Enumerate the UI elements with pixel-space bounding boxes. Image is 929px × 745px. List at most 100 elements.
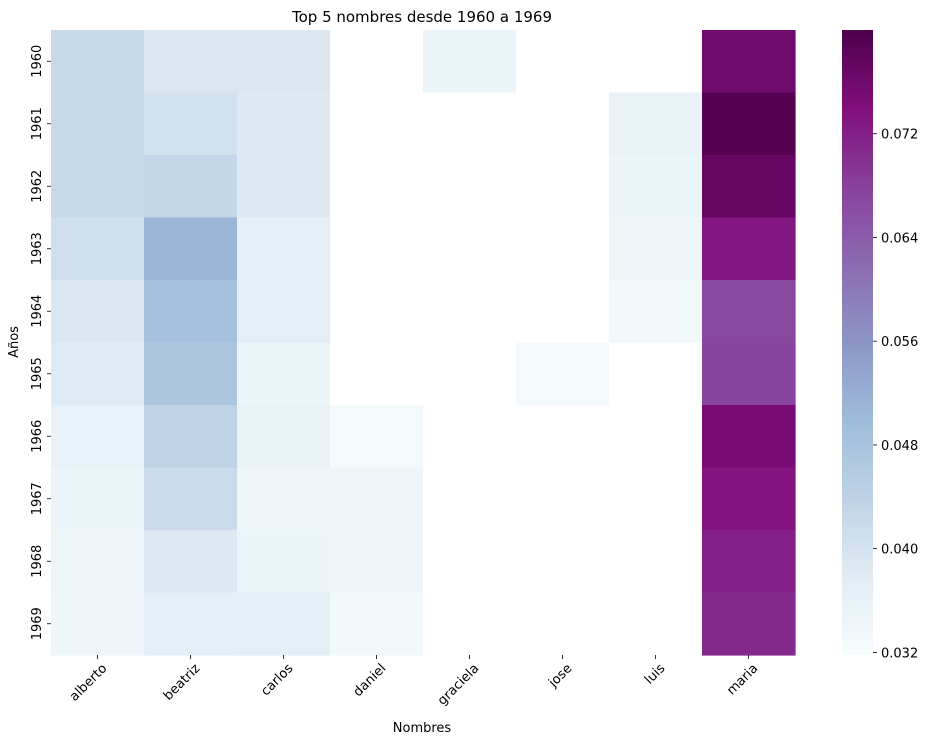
y-tick-label-1961: 1961 bbox=[30, 107, 45, 140]
y-tick-label-1969: 1969 bbox=[30, 607, 45, 640]
heatmap-cell-1961-graciela bbox=[423, 92, 517, 156]
heatmap-cell-1964-jose bbox=[516, 280, 610, 344]
heatmap-cell-1965-beatriz bbox=[144, 342, 238, 406]
heatmap-cell-1967-maria bbox=[702, 467, 796, 531]
heatmap-cell-1961-daniel bbox=[330, 92, 424, 156]
heatmap-cell-1969-carlos bbox=[237, 592, 331, 656]
heatmap-cell-1961-jose bbox=[516, 92, 610, 156]
y-tick-label-1963: 1963 bbox=[30, 232, 45, 265]
heatmap-cell-1964-graciela bbox=[423, 280, 517, 344]
heatmap-cell-1962-maria bbox=[702, 155, 796, 219]
x-tick-label-jose: jose bbox=[545, 661, 575, 691]
heatmap-cell-1967-beatriz bbox=[144, 467, 238, 531]
heatmap-cell-1966-luis bbox=[609, 405, 703, 469]
heatmap-cell-1969-maria bbox=[702, 592, 796, 656]
heatmap-cell-1966-jose bbox=[516, 405, 610, 469]
heatmap-cell-1966-graciela bbox=[423, 405, 517, 469]
heatmap-cell-1968-graciela bbox=[423, 530, 517, 594]
heatmap-cells bbox=[51, 30, 796, 656]
heatmap-cell-1960-daniel bbox=[330, 30, 424, 94]
heatmap-cell-1967-graciela bbox=[423, 467, 517, 531]
heatmap-cell-1962-graciela bbox=[423, 155, 517, 219]
x-tick-label-maria: maria bbox=[724, 661, 761, 698]
heatmap-cell-1964-daniel bbox=[330, 280, 424, 344]
x-tick-label-graciela: graciela bbox=[435, 661, 482, 708]
heatmap-cell-1960-luis bbox=[609, 30, 703, 94]
x-tick-label-luis: luis bbox=[642, 661, 668, 687]
heatmap-cell-1965-luis bbox=[609, 342, 703, 406]
heatmap-cell-1969-graciela bbox=[423, 592, 517, 656]
heatmap-cell-1964-alberto bbox=[51, 280, 145, 344]
heatmap-cell-1960-alberto bbox=[51, 30, 145, 94]
heatmap-cell-1964-carlos bbox=[237, 280, 331, 344]
colorbar-tick-label-0.048: 0.048 bbox=[881, 439, 918, 454]
y-tick-label-1967: 1967 bbox=[30, 482, 45, 515]
heatmap-cell-1967-alberto bbox=[51, 467, 145, 531]
heatmap-cell-1960-carlos bbox=[237, 30, 331, 94]
chart-title: Top 5 nombres desde 1960 a 1969 bbox=[291, 8, 552, 26]
y-tick-label-1965: 1965 bbox=[30, 357, 45, 390]
heatmap-cell-1964-luis bbox=[609, 280, 703, 344]
heatmap-cell-1963-luis bbox=[609, 217, 703, 281]
y-tick-label-1968: 1968 bbox=[30, 545, 45, 578]
y-tick-label-1966: 1966 bbox=[30, 420, 45, 453]
y-axis-label: Años bbox=[7, 326, 22, 358]
colorbar-tick-label-0.064: 0.064 bbox=[881, 231, 918, 246]
y-tick-label-1964: 1964 bbox=[30, 295, 45, 328]
heatmap-cell-1967-carlos bbox=[237, 467, 331, 531]
y-tick-label-1962: 1962 bbox=[30, 170, 45, 203]
heatmap-cell-1969-daniel bbox=[330, 592, 424, 656]
heatmap-cell-1966-daniel bbox=[330, 405, 424, 469]
heatmap-cell-1969-alberto bbox=[51, 592, 145, 656]
heatmap-cell-1968-beatriz bbox=[144, 530, 238, 594]
heatmap-cell-1963-carlos bbox=[237, 217, 331, 281]
y-axis-ticks: 1960 1961 1962 1963 1964 1965 1966 1967 1968 1969 bbox=[30, 45, 51, 640]
heatmap-cell-1963-daniel bbox=[330, 217, 424, 281]
heatmap-cell-1965-alberto bbox=[51, 342, 145, 406]
heatmap-cell-1961-maria bbox=[702, 92, 796, 156]
heatmap-cell-1968-luis bbox=[609, 530, 703, 594]
heatmap-cell-1968-carlos bbox=[237, 530, 331, 594]
heatmap-cell-1966-alberto bbox=[51, 405, 145, 469]
x-tick-label-alberto: alberto bbox=[67, 661, 110, 704]
heatmap-cell-1967-luis bbox=[609, 467, 703, 531]
heatmap-cell-1963-alberto bbox=[51, 217, 145, 281]
heatmap-cell-1963-jose bbox=[516, 217, 610, 281]
heatmap-cell-1968-alberto bbox=[51, 530, 145, 594]
heatmap-cell-1965-maria bbox=[702, 342, 796, 406]
heatmap-cell-1968-daniel bbox=[330, 530, 424, 594]
colorbar-tick-label-0.032: 0.032 bbox=[881, 646, 918, 661]
heatmap-cell-1962-daniel bbox=[330, 155, 424, 219]
heatmap-cell-1961-carlos bbox=[237, 92, 331, 156]
x-tick-label-daniel: daniel bbox=[351, 661, 390, 700]
heatmap-cell-1963-maria bbox=[702, 217, 796, 281]
heatmap-cell-1966-maria bbox=[702, 405, 796, 469]
heatmap-cell-1960-jose bbox=[516, 30, 610, 94]
colorbar-tick-label-0.040: 0.040 bbox=[881, 543, 918, 558]
heatmap-cell-1965-jose bbox=[516, 342, 610, 406]
heatmap-cell-1968-maria bbox=[702, 530, 796, 594]
heatmap-cell-1964-beatriz bbox=[144, 280, 238, 344]
heatmap-cell-1966-carlos bbox=[237, 405, 331, 469]
heatmap-cell-1969-beatriz bbox=[144, 592, 238, 656]
heatmap-cell-1960-graciela bbox=[423, 30, 517, 94]
x-tick-label-beatriz: beatriz bbox=[161, 661, 204, 704]
heatmap-cell-1962-alberto bbox=[51, 155, 145, 219]
colorbar bbox=[842, 30, 873, 655]
heatmap-cell-1966-beatriz bbox=[144, 405, 238, 469]
heatmap-cell-1962-carlos bbox=[237, 155, 331, 219]
heatmap-cell-1963-beatriz bbox=[144, 217, 238, 281]
y-tick-label-1960: 1960 bbox=[30, 45, 45, 78]
heatmap-cell-1965-graciela bbox=[423, 342, 517, 406]
heatmap-cell-1960-maria bbox=[702, 30, 796, 94]
x-axis-label: Nombres bbox=[393, 721, 452, 736]
heatmap-cell-1961-beatriz bbox=[144, 92, 238, 156]
x-axis-ticks: alberto beatriz carlos daniel graciela jose lu… bbox=[67, 655, 761, 709]
heatmap-cell-1969-luis bbox=[609, 592, 703, 656]
heatmap-cell-1962-luis bbox=[609, 155, 703, 219]
heatmap-cell-1968-jose bbox=[516, 530, 610, 594]
heatmap-cell-1962-beatriz bbox=[144, 155, 238, 219]
heatmap-cell-1961-alberto bbox=[51, 92, 145, 156]
